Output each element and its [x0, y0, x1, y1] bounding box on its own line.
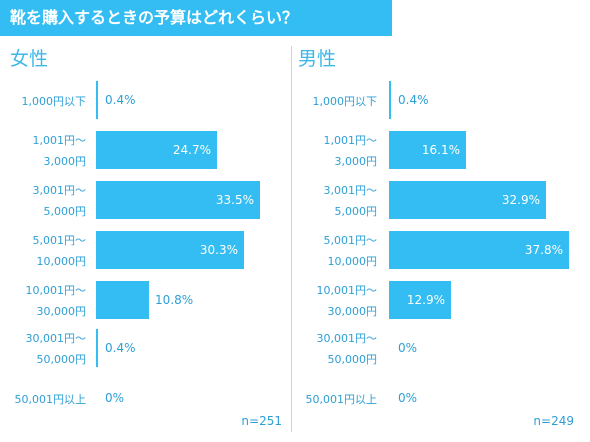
bar-row-male: 3,001円～ 5,000円 32.9% — [292, 181, 590, 221]
bar — [389, 181, 546, 219]
category-label: 1,001円～ 3,000円 — [0, 131, 87, 171]
bar-row-male: 50,001円以上 0% — [292, 379, 590, 419]
chart-title: 靴を購入するときの予算はどれくらい？ — [0, 0, 392, 36]
bar — [96, 131, 217, 169]
category-label-line: 5,000円 — [334, 205, 378, 218]
category-label-line: 10,000円 — [327, 255, 378, 268]
bar-row-male: 10,001円～ 30,000円 12.9% — [292, 281, 590, 321]
category-label-line: 30,000円 — [327, 305, 378, 318]
bar-row-male: 1,000円以下 0.4% — [292, 81, 590, 121]
sample-size-male: n=249 — [533, 414, 574, 428]
value-label: 0% — [398, 391, 418, 405]
category-label-line: 30,001円～ — [25, 332, 87, 345]
category-label: 10,001円～ 30,000円 — [0, 281, 87, 321]
category-label-line: 1,001円～ — [323, 134, 378, 147]
category-label-line: 50,001円以上 — [305, 392, 378, 406]
panel-male: 男性 1,000円以下 0.4% 1,001円～ 3,000円 16.1% 3,001円～… — [292, 0, 590, 442]
value-label: 0.4% — [105, 93, 136, 107]
bar — [96, 181, 260, 219]
category-label: 30,001円～ 50,000円 — [292, 329, 378, 369]
category-label-line: 50,000円 — [327, 353, 378, 366]
category-label-line: 10,001円～ — [25, 284, 87, 297]
category-label: 10,001円～ 30,000円 — [292, 281, 378, 321]
category-label: 3,001円～ 5,000円 — [292, 181, 378, 221]
value-label: 37.8% — [524, 243, 563, 257]
category-label: 1,000円以下 — [292, 81, 378, 121]
bar-row-female: 1,001円～ 3,000円 24.7% — [0, 131, 290, 171]
value-label: 12.9% — [406, 293, 445, 307]
bar-row-female: 10,001円～ 30,000円 10.8% — [0, 281, 290, 321]
value-label: 30.3% — [199, 243, 238, 257]
category-label: 30,001円～ 50,000円 — [0, 329, 87, 369]
category-label: 5,001円～ 10,000円 — [292, 231, 378, 271]
bar — [389, 81, 391, 119]
value-label: 33.5% — [215, 193, 254, 207]
category-label: 1,000円以下 — [0, 81, 87, 121]
category-label-line: 3,000円 — [334, 155, 378, 168]
value-label: 0% — [105, 391, 125, 405]
category-label-line: 1,000円以下 — [312, 94, 378, 108]
panel-title-male: 男性 — [298, 48, 337, 70]
bar — [96, 81, 98, 119]
category-label-line: 5,001円～ — [323, 234, 378, 247]
category-label: 3,001円～ 5,000円 — [0, 181, 87, 221]
panel-female: 女性 1,000円以下 0.4% 1,001円～ 3,000円 24.7% 3,001円～… — [0, 0, 290, 442]
category-label-line: 3,000円 — [43, 155, 87, 168]
panel-title-female: 女性 — [10, 48, 49, 70]
value-label: 0.4% — [398, 93, 429, 107]
bar — [96, 329, 98, 367]
bar-row-female: 1,000円以下 0.4% — [0, 81, 290, 121]
bar-row-female: 3,001円～ 5,000円 33.5% — [0, 181, 290, 221]
category-label-line: 10,000円 — [36, 255, 87, 268]
category-label-line: 5,000円 — [43, 205, 87, 218]
value-label: 32.9% — [501, 193, 540, 207]
category-label: 50,001円以上 — [292, 379, 378, 419]
value-label: 0.4% — [105, 341, 136, 355]
bar — [389, 281, 451, 319]
category-label-line: 3,001円～ — [323, 184, 378, 197]
sample-size-female: n=251 — [241, 414, 282, 428]
category-label-line: 30,000円 — [36, 305, 87, 318]
category-label: 5,001円～ 10,000円 — [0, 231, 87, 271]
bar-row-female: 30,001円～ 50,000円 0.4% — [0, 329, 290, 369]
category-label-line: 10,001円～ — [316, 284, 378, 297]
value-label: 10.8% — [155, 293, 194, 307]
category-label: 50,001円以上 — [0, 379, 87, 419]
bar-row-male: 5,001円～ 10,000円 37.8% — [292, 231, 590, 271]
category-label-line: 50,000円 — [36, 353, 87, 366]
panel-divider — [291, 46, 292, 432]
value-label: 16.1% — [421, 143, 460, 157]
bar-row-female: 5,001円～ 10,000円 30.3% — [0, 231, 290, 271]
bar — [389, 231, 569, 269]
category-label-line: 1,001円～ — [32, 134, 87, 147]
bar — [96, 281, 149, 319]
value-label: 24.7% — [172, 143, 211, 157]
bar-row-male: 30,001円～ 50,000円 0% — [292, 329, 590, 369]
category-label-line: 50,001円以上 — [14, 392, 87, 406]
category-label-line: 5,001円～ — [32, 234, 87, 247]
category-label-line: 3,001円～ — [32, 184, 87, 197]
category-label-line: 1,000円以下 — [21, 94, 87, 108]
category-label: 1,001円～ 3,000円 — [292, 131, 378, 171]
bar-row-male: 1,001円～ 3,000円 16.1% — [292, 131, 590, 171]
bar-row-female: 50,001円以上 0% — [0, 379, 290, 419]
category-label-line: 30,001円～ — [316, 332, 378, 345]
value-label: 0% — [398, 341, 418, 355]
bar — [96, 231, 244, 269]
bar — [389, 131, 466, 169]
